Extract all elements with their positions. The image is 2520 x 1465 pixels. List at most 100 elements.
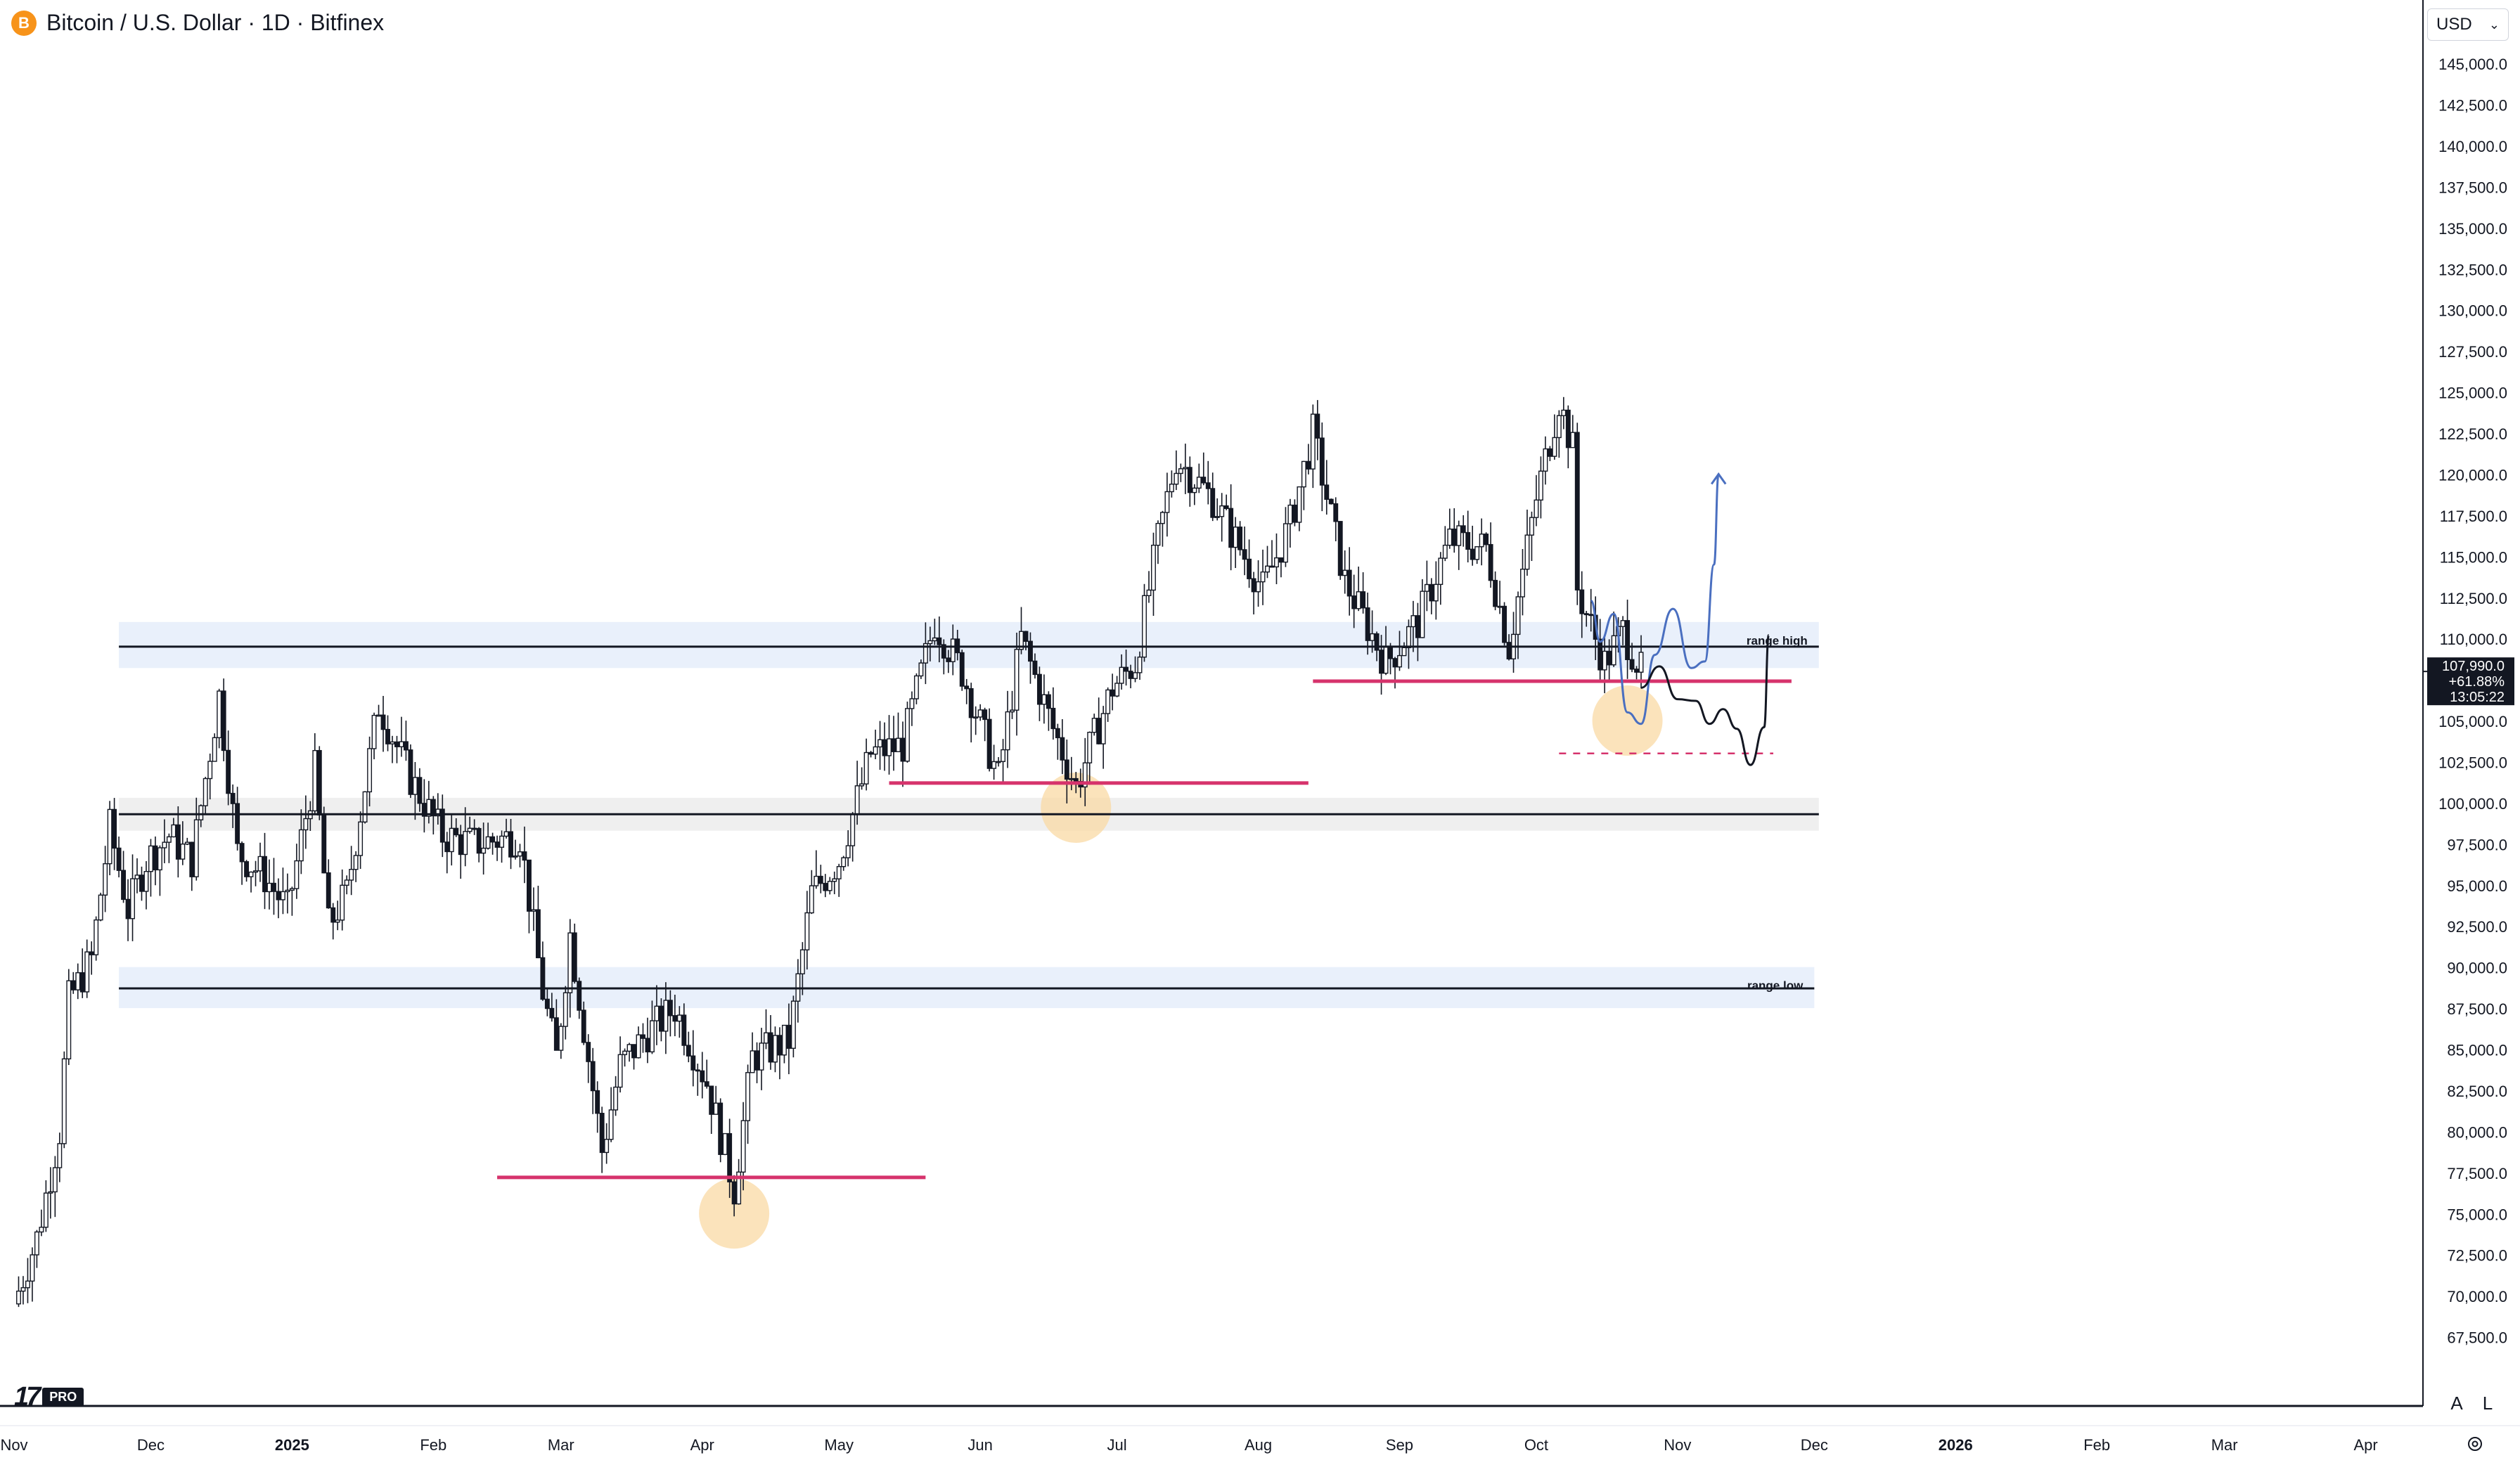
candle-body [235,803,240,844]
candle-body [1388,646,1393,659]
candle-body [1178,468,1183,475]
candle-body [1005,711,1010,751]
candle-body [845,845,851,858]
candle-body [1146,589,1152,596]
highlight-circle [1592,685,1663,756]
candle-body [316,749,322,815]
pro-badge: PRO [42,1388,84,1407]
candle-body [481,847,487,854]
price-tick-label: 125,000.0 [2438,385,2507,402]
candle-body [823,882,828,891]
candle-body [1256,581,1261,593]
price-tick-label: 135,000.0 [2438,220,2507,238]
candle-body [964,685,970,690]
candle-body [103,863,108,896]
candle-body [1397,654,1402,668]
candle-body [1420,590,1425,638]
candle-body [896,737,901,752]
chevron-down-icon: ⌄ [2488,17,2500,32]
candle-body [608,1109,614,1140]
current-price-change: +61.88% [2448,674,2505,690]
candle-body [1050,707,1056,730]
candle-body [549,1007,555,1019]
candle-body [1151,544,1156,591]
candle-body [1164,491,1170,513]
tradingview-logo[interactable]: 17 PRO [14,1382,84,1412]
candle-body [394,741,399,747]
candle-body [814,875,819,886]
candle-body [1328,498,1334,505]
candle-body [1082,762,1088,788]
candle-body [535,909,541,959]
price-tick-label: 132,500.0 [2438,261,2507,278]
candle-body [790,1000,796,1049]
bitcoin-icon: B [11,10,37,36]
candle-body [1119,666,1124,684]
candle-body [340,884,345,921]
candle-body [1370,633,1375,641]
candle-body [863,751,869,785]
candle-body [1383,646,1389,674]
candle-body [335,919,340,923]
candle-body [1315,413,1320,439]
candle-body [1247,558,1252,579]
candle-body [1543,448,1548,472]
candle-body [773,1035,778,1063]
log-scale-button[interactable]: L [2482,1392,2493,1414]
level-lines: range high range low [119,634,1819,1180]
candle-body [1100,713,1106,744]
candle-body [690,1055,696,1071]
candle-body [927,640,933,645]
candle-body [1238,527,1243,550]
candle-body [454,827,459,836]
candle-body [868,751,874,755]
candle-body [312,749,318,812]
candle-body [604,1139,610,1154]
candle-body [586,1042,591,1062]
candle-body [1547,448,1552,457]
settings-icon[interactable] [2461,1430,2489,1458]
level-label-range-high: range high [1747,634,1808,647]
candle-body [1319,437,1325,486]
candle-body [1346,569,1352,597]
price-tick-label: 140,000.0 [2438,138,2507,155]
candle-body [1159,512,1165,524]
time-tick-label: Feb [420,1436,446,1454]
candle-body [645,1038,650,1052]
price-tick-label: 130,000.0 [2438,302,2507,320]
candle-body [736,1171,742,1205]
candle-body [1187,467,1192,493]
candle-body [289,888,295,891]
candle-body [1278,557,1284,563]
price-tick-label: 105,000.0 [2438,713,2507,730]
candle-body [759,1043,764,1071]
price-tick-label: 97,500.0 [2447,836,2507,853]
candles [16,396,1644,1308]
candle-body [1502,605,1508,643]
candle-body [1451,528,1457,546]
candle-body [558,1026,564,1051]
candle-body [1588,614,1594,617]
candle-body [1556,415,1562,439]
candle-body [526,859,532,912]
candle-body [25,1280,30,1289]
candle-body [713,1102,719,1115]
candle-body [617,1054,623,1088]
price-tick-label: 77,500.0 [2447,1165,2507,1182]
candle-body [1424,583,1429,592]
candle-body [326,872,331,909]
candle-body [1479,534,1484,548]
price-tick-label: 87,500.0 [2447,1000,2507,1018]
candle-body [681,1014,687,1046]
candle-body [294,860,300,889]
time-tick-label: Apr [690,1436,714,1454]
auto-scale-button[interactable]: A [2450,1392,2463,1414]
level-zone [119,621,1819,669]
candle-body [1183,467,1188,470]
candle-body [61,1058,67,1144]
candle-body [768,1032,773,1063]
candle-body [631,1044,636,1059]
currency-selector[interactable]: USD ⌄ [2427,8,2509,41]
